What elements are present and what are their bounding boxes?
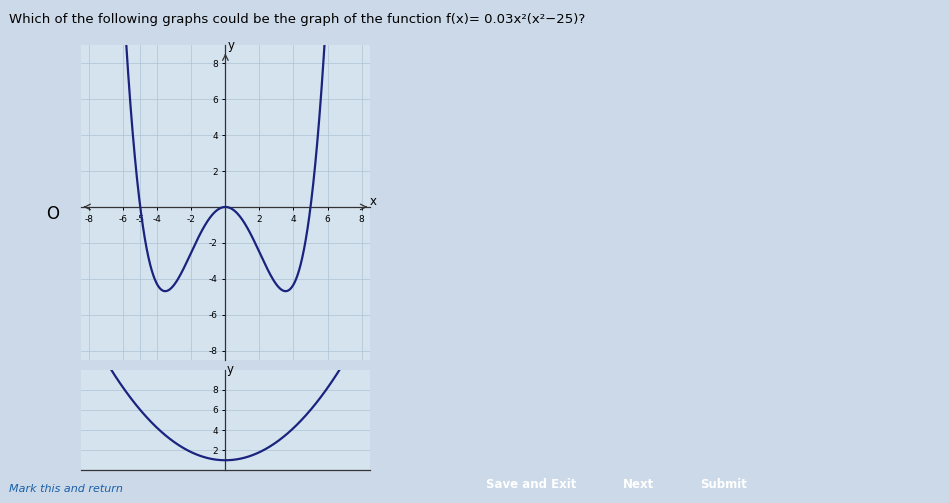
Text: y: y [228, 39, 234, 52]
Text: y: y [227, 363, 234, 376]
Text: Mark this and return: Mark this and return [9, 484, 123, 494]
Text: Submit: Submit [700, 478, 747, 491]
Text: Which of the following graphs could be the graph of the function f(x)= 0.03x²(x²: Which of the following graphs could be t… [9, 13, 586, 26]
Text: Save and Exit: Save and Exit [486, 478, 577, 491]
Text: O: O [46, 205, 59, 223]
Text: Next: Next [623, 478, 654, 491]
Text: x: x [370, 195, 377, 208]
